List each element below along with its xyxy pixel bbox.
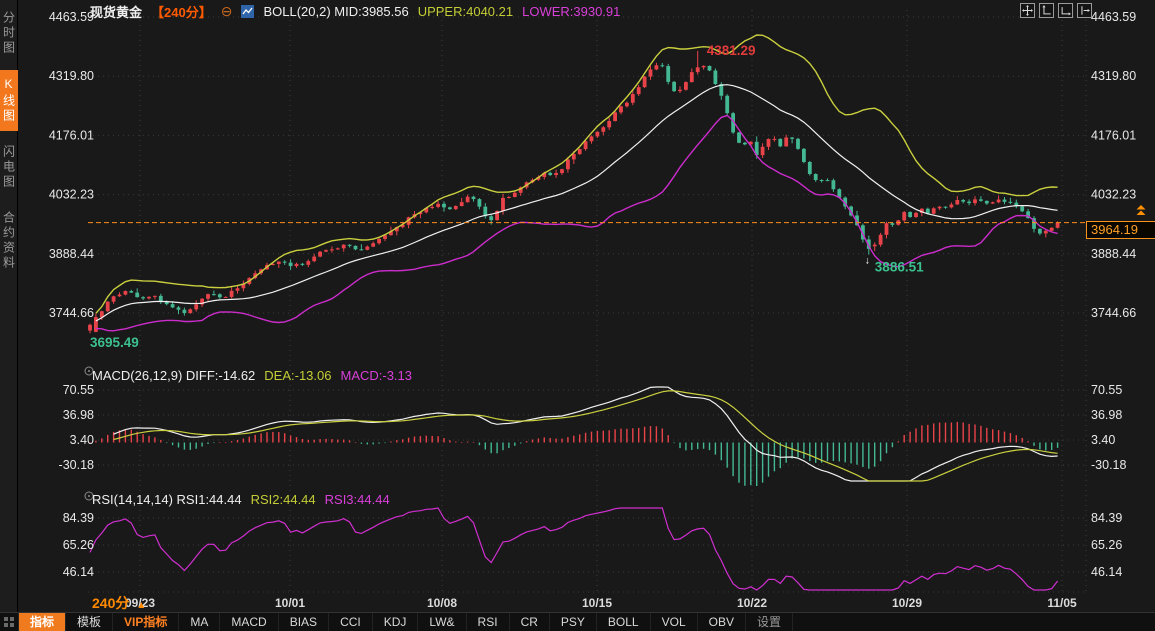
svg-text:-30.18: -30.18 xyxy=(59,458,94,472)
svg-text:3888.44: 3888.44 xyxy=(49,247,94,261)
sidebar-item-kline-chart[interactable]: K线图 xyxy=(0,70,18,131)
macd-pane-toggle-icon[interactable] xyxy=(84,366,94,376)
svg-text:-30.18: -30.18 xyxy=(1091,458,1126,472)
toolbar-item-bias[interactable]: BIAS xyxy=(279,613,330,631)
svg-text:10/01: 10/01 xyxy=(275,596,305,610)
move-tool-icon[interactable] xyxy=(1020,3,1035,18)
current-price-value: 3964.19 xyxy=(1091,222,1138,237)
rsi1-value: RSI(14,14,14) RSI1:44.44 xyxy=(92,492,242,507)
rsi-header: RSI(14,14,14) RSI1:44.44 RSI2:44.44 RSI3… xyxy=(92,492,390,507)
chart-tools xyxy=(1020,3,1092,18)
rsi3-value: RSI3:44.44 xyxy=(324,492,390,507)
rsi-layer xyxy=(89,507,1059,591)
toolbar-item-vol[interactable]: VOL xyxy=(651,613,698,631)
svg-text:70.55: 70.55 xyxy=(1091,383,1122,397)
svg-text:3.40: 3.40 xyxy=(1091,433,1115,447)
toolbar-item-settings[interactable]: 设置 xyxy=(746,613,793,631)
bottom-toolbar: 指标 模板 VIP指标 MA MACD BIAS CCI KDJ LW& RSI CR PSY BOLL… xyxy=(0,612,1155,631)
price-up-arrows-icon xyxy=(1134,204,1148,223)
sidebar-item-time-chart[interactable]: 分时图 xyxy=(1,11,16,56)
toolbar-item-template[interactable]: 模板 xyxy=(66,613,114,631)
toolbar-item-lwr[interactable]: LW& xyxy=(418,613,467,631)
svg-text:36.98: 36.98 xyxy=(63,408,94,422)
period-label: 【240分】 xyxy=(151,5,212,20)
rsi2-value: RSI2:44.44 xyxy=(250,492,316,507)
grid-icon[interactable] xyxy=(0,613,19,631)
period-badge-label: 240分 xyxy=(92,595,130,611)
svg-text:3888.44: 3888.44 xyxy=(1091,247,1136,261)
svg-text:10/29: 10/29 xyxy=(892,596,922,610)
boll-lower-value: LOWER:3930.91 xyxy=(522,4,621,19)
chart-canvas[interactable]: 4381.29 3886.51 ↓ 3695.49 4463.59 4463.59 4319… xyxy=(0,0,1155,612)
toolbar-item-kdj[interactable]: KDJ xyxy=(373,613,419,631)
start-annotation: 3695.49 xyxy=(90,335,139,350)
svg-text:4032.23: 4032.23 xyxy=(1091,188,1136,202)
svg-text:65.26: 65.26 xyxy=(1091,538,1122,552)
svg-text:4176.01: 4176.01 xyxy=(49,128,94,142)
svg-text:4463.59: 4463.59 xyxy=(1091,10,1136,24)
toolbar-item-cr[interactable]: CR xyxy=(510,613,550,631)
period-badge-arrow-icon: ▲ xyxy=(136,600,147,611)
pan-right-icon[interactable] xyxy=(1077,3,1092,18)
svg-text:4176.01: 4176.01 xyxy=(1091,128,1136,142)
annotations: 4381.29 3886.51 ↓ 3695.49 xyxy=(84,43,924,501)
macd-diff-value: MACD(26,12,9) DIFF:-14.62 xyxy=(92,368,256,383)
bollinger-layer xyxy=(95,34,1058,332)
low-arrow-icon: ↓ xyxy=(865,256,870,267)
rsi-pane-toggle-icon[interactable] xyxy=(84,491,94,501)
axis-labels: 4463.59 4463.59 4319.80 4319.80 4176.01 4176.… xyxy=(49,10,1136,579)
svg-text:3.40: 3.40 xyxy=(70,433,94,447)
sidebar: 分时图 K线图闪电图合约资料 xyxy=(0,0,18,612)
svg-text:4319.80: 4319.80 xyxy=(1091,69,1136,83)
svg-text:65.26: 65.26 xyxy=(63,538,94,552)
svg-text:70.55: 70.55 xyxy=(63,383,94,397)
link-icon[interactable]: ⊖ xyxy=(220,3,233,19)
svg-text:10/08: 10/08 xyxy=(427,596,457,610)
low-annotation: 3886.51 xyxy=(875,260,924,275)
toolbar-item-boll[interactable]: BOLL xyxy=(597,613,651,631)
toolbar-item-psy[interactable]: PSY xyxy=(550,613,597,631)
date-axis: 09/23 10/01 10/08 10/15 10/22 10/29 11/05 xyxy=(125,596,1077,610)
boll-upper-value: UPPER:4040.21 xyxy=(417,4,514,19)
toolbar-item-rsi[interactable]: RSI xyxy=(467,613,510,631)
toolbar-item-obv[interactable]: OBV xyxy=(698,613,746,631)
toolbar-item-vip-indicator[interactable]: VIP指标 xyxy=(113,613,180,631)
svg-text:46.14: 46.14 xyxy=(1091,565,1122,579)
chart-type-icon xyxy=(241,5,255,18)
x-axis-scale-icon[interactable] xyxy=(1058,3,1073,18)
svg-text:84.39: 84.39 xyxy=(1091,511,1122,525)
svg-text:36.98: 36.98 xyxy=(1091,408,1122,422)
macd-value: MACD:-3.13 xyxy=(340,368,413,383)
toolbar-item-macd[interactable]: MACD xyxy=(220,613,279,631)
toolbar-item-indicator[interactable]: 指标 xyxy=(19,613,67,631)
toolbar-item-ma[interactable]: MA xyxy=(179,613,221,631)
svg-text:4319.80: 4319.80 xyxy=(49,69,94,83)
sidebar-item-contract-info[interactable]: 合约资料 xyxy=(1,211,16,271)
toolbar-item-cci[interactable]: CCI xyxy=(329,613,373,631)
symbol-title: 现货黄金 xyxy=(90,5,143,20)
svg-text:4032.23: 4032.23 xyxy=(49,188,94,202)
svg-text:4463.59: 4463.59 xyxy=(49,10,94,24)
current-price-label: 3964.19 xyxy=(1086,221,1155,239)
chart-header: 现货黄金 【240分】 ⊖ BOLL(20,2) MID:3985.56 UPP… xyxy=(90,2,620,21)
svg-text:10/15: 10/15 xyxy=(582,596,612,610)
svg-text:3744.66: 3744.66 xyxy=(49,306,94,320)
svg-text:84.39: 84.39 xyxy=(63,511,94,525)
period-badge[interactable]: 240分 ▲ xyxy=(92,593,146,613)
svg-text:10/22: 10/22 xyxy=(737,596,767,610)
macd-layer xyxy=(89,386,1059,487)
high-annotation: 4381.29 xyxy=(707,43,756,58)
grid-layer xyxy=(88,10,1087,593)
svg-text:09/23: 09/23 xyxy=(125,596,155,610)
svg-text:46.14: 46.14 xyxy=(63,565,94,579)
macd-header: MACD(26,12,9) DIFF:-14.62 DEA:-13.06 MAC… xyxy=(92,368,412,383)
candles-layer xyxy=(88,50,1060,334)
boll-mid-value: BOLL(20,2) MID:3985.56 xyxy=(263,4,409,19)
svg-text:11/05: 11/05 xyxy=(1047,596,1077,610)
svg-text:3744.66: 3744.66 xyxy=(1091,306,1136,320)
y-axis-scale-icon[interactable] xyxy=(1039,3,1054,18)
macd-dea-value: DEA:-13.06 xyxy=(264,368,332,383)
sidebar-item-flash-chart[interactable]: 闪电图 xyxy=(1,145,16,190)
